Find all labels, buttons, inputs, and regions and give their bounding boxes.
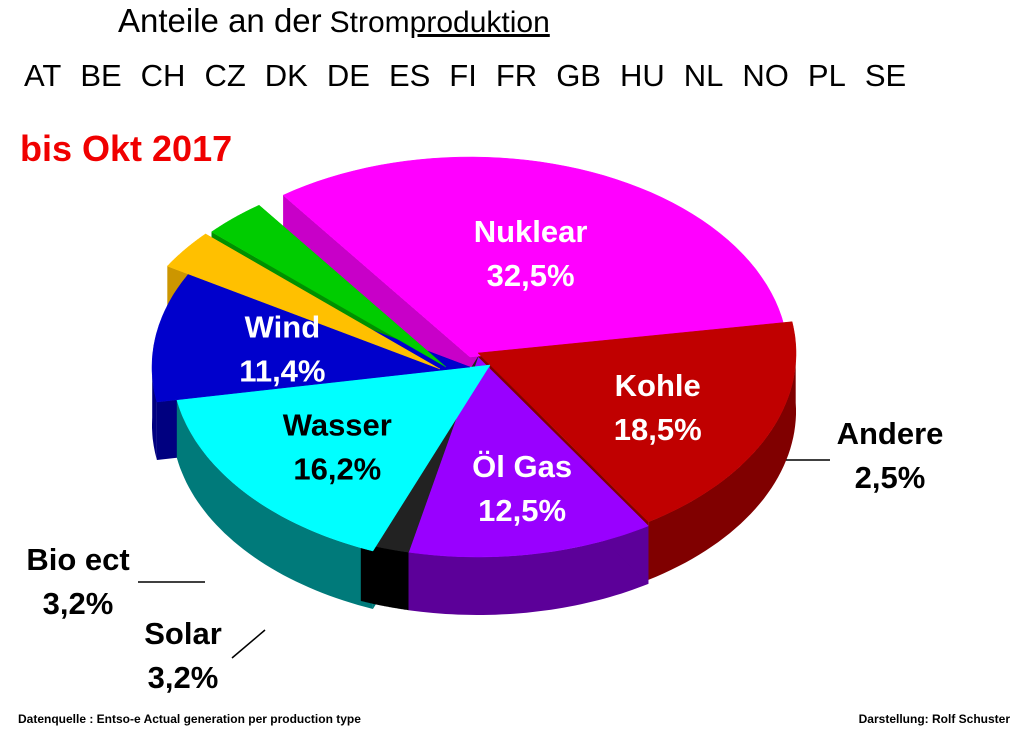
author-note: Darstellung: Rolf Schuster — [858, 712, 1010, 726]
slice-nuklear — [282, 156, 785, 358]
country-code: FR — [495, 58, 538, 93]
period-label: bis Okt 2017 — [20, 128, 233, 169]
slice-value-label: 12,5% — [478, 493, 566, 528]
slice-kohle — [477, 321, 797, 523]
country-code: HU — [619, 58, 665, 93]
slice-value-label: 2,5% — [855, 460, 926, 495]
slice-wasser — [176, 364, 491, 552]
title-part-1: Anteile an der — [118, 2, 322, 39]
country-code: PL — [807, 58, 846, 93]
country-code: SE — [864, 58, 907, 93]
title-part-3: produktion — [409, 6, 550, 39]
pie-labels: Nuklear 32,5% Kohle 18,5% Öl Gas 12,5% Andere 2… — [26, 214, 943, 695]
chart-title: Anteile an der Stromproduktion — [118, 2, 550, 40]
data-source-note: Datenquelle : Entso-e Actual generation … — [18, 712, 361, 726]
country-code: CZ — [204, 58, 246, 93]
title-part-2: Strom — [329, 6, 410, 39]
slice-value-label: 3,2% — [43, 586, 114, 621]
country-code: FI — [449, 58, 477, 93]
slice-side — [176, 400, 373, 609]
slice-name-label: Wind — [245, 309, 320, 344]
slice-value-label: 3,2% — [148, 660, 219, 695]
slice-name-label: Wasser — [283, 407, 392, 442]
country-code: ES — [388, 58, 431, 93]
country-code: NO — [742, 58, 789, 93]
slice-value-label: 16,2% — [293, 451, 381, 486]
slice-wind — [151, 263, 471, 403]
slice-side — [152, 359, 157, 460]
slice--l-gas — [408, 356, 649, 558]
slice-side — [648, 344, 796, 580]
pie-tops — [151, 156, 797, 558]
slice-name-label: Öl Gas — [472, 449, 572, 484]
slice-bio-ect — [211, 204, 447, 368]
country-code: CH — [140, 58, 186, 93]
leader-line — [231, 629, 266, 659]
slice-name-label: Andere — [837, 416, 944, 451]
country-list: AT BE CH CZ DK DE ES FI FR GB HU NL NO PL SE — [24, 58, 925, 94]
slice-solar — [166, 233, 441, 370]
slice-name-label: Bio ect — [26, 542, 129, 577]
slice-name-label: Kohle — [615, 368, 701, 403]
slice-name-label: Nuklear — [474, 214, 588, 249]
country-code: DE — [326, 58, 370, 93]
country-code: DK — [264, 58, 308, 93]
slice-side — [408, 525, 649, 615]
country-code: NL — [683, 58, 724, 93]
country-code: AT — [24, 58, 62, 93]
slice-value-label: 11,4% — [239, 353, 325, 388]
slice-name-label: Solar — [144, 616, 222, 651]
slice-value-label: 18,5% — [614, 412, 702, 447]
slice-value-label: 32,5% — [487, 258, 575, 293]
country-code: GB — [556, 58, 601, 93]
country-code: BE — [80, 58, 122, 93]
